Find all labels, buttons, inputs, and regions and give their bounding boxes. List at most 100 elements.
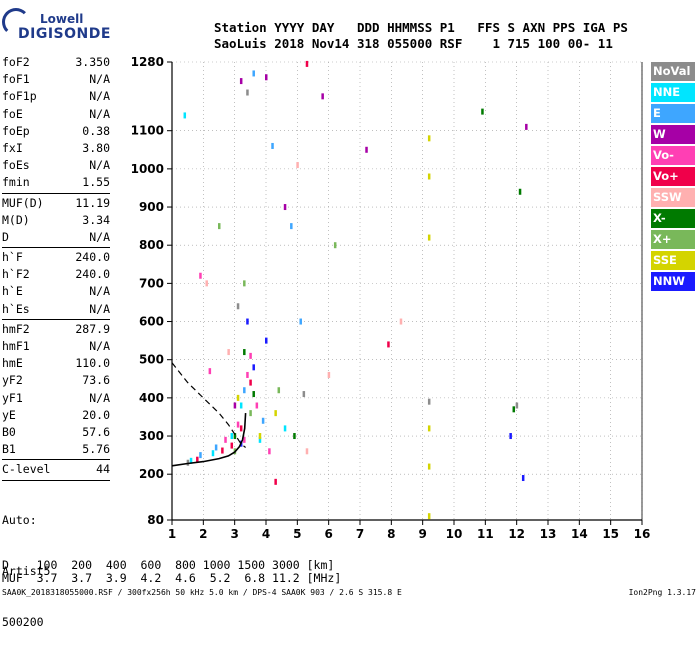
footer-version: Ion2Png 1.3.17 [628,588,696,597]
electron-density-profile [171,362,246,448]
x-tick-label: 16 [634,527,651,541]
param-row: hmF2 287.9 [2,321,110,338]
data-point [327,371,331,378]
y-tick-label: 1100 [131,124,164,138]
param-label: foEp [2,123,30,138]
param-row: h`Es N/A [2,301,110,318]
param-row: M(D) 3.34 [2,212,110,229]
data-point [243,387,246,394]
data-point [268,448,271,455]
scaled-parameters-panel: foF2 3.350 foF1 N/A foF1p N/A foE N/A foEp 0.38 fx… [2,54,110,482]
param-value: 3.34 [82,212,110,227]
data-point [427,425,431,432]
param-label: hmE [2,356,23,371]
legend-entry: NNW [651,272,695,291]
param-label: h`E [2,284,23,299]
data-point [299,318,302,325]
data-point [258,436,262,443]
f2-trace-curve [171,413,247,467]
param-label: D [2,229,9,244]
param-label: hmF1 [2,339,30,353]
x-tick-label: 7 [356,527,364,541]
logo-lowell: Lowell [40,12,84,26]
separator [2,318,110,320]
x-tick-label: 6 [324,527,332,541]
y-tick-label: 700 [139,276,164,290]
param-label: yE [2,407,16,422]
param-row: h`F 240.0 [2,249,110,266]
x-tick-label: 4 [262,527,270,541]
x-tick-label: 3 [230,527,238,541]
param-value: 110.0 [75,356,110,371]
x-tick-label: 12 [508,527,525,541]
param-row: yF1 N/A [2,390,110,407]
param-row: h`F2 240.0 [2,266,110,283]
data-point [230,433,234,440]
data-point [205,280,208,287]
data-point [255,402,259,409]
x-tick-label: 14 [571,527,588,541]
data-point [305,60,309,67]
data-point [271,142,274,149]
separator [2,479,110,481]
data-point [199,272,202,279]
data-point [183,112,187,119]
data-point [265,337,268,344]
data-point [321,93,324,100]
data-point [239,78,243,85]
x-tick-label: 2 [199,527,207,541]
data-point [296,162,299,169]
x-tick-label: 8 [387,527,395,541]
data-point [509,433,512,440]
separator [2,459,110,461]
param-value: N/A [89,339,110,353]
data-point [252,391,255,398]
data-point [427,398,431,405]
param-row: yF2 73.6 [2,372,110,389]
param-label: fxI [2,140,23,155]
y-tick-label: 80 [147,513,164,527]
param-row: yE 20.0 [2,407,110,424]
param-value: N/A [89,301,110,316]
data-point [265,74,268,81]
data-point [274,410,277,417]
y-tick-label: 500 [139,353,164,367]
legend-entry: SSE [651,251,695,270]
header-labels: Station YYYY DAY DDD HHMMSS P1 FFS S AXN… [214,20,628,35]
param-value: N/A [89,89,110,104]
auto-artist: Artist5 [2,564,51,578]
y-tick-label: 400 [139,391,164,405]
param-row: foEp 0.38 [2,123,110,140]
data-point [221,447,224,454]
param-value: N/A [89,106,110,121]
param-label: foF2 [2,55,30,69]
x-tick-label: 15 [602,527,619,541]
data-point [521,475,525,482]
param-value: 11.19 [75,195,110,210]
data-point [274,478,277,485]
data-point [252,364,255,371]
param-row: fmin 1.55 [2,174,110,191]
data-point [214,444,218,451]
data-point [243,349,246,356]
data-point [365,146,368,153]
data-point [399,318,403,325]
header-values: SaoLuis 2018 Nov14 318 055000 RSF 1 715 … [214,36,613,51]
param-value: 240.0 [75,267,110,282]
param-row: h`E N/A [2,283,110,300]
data-point [189,457,193,464]
data-point [199,452,202,459]
data-point [518,188,522,195]
data-point [525,123,528,130]
param-value: 3.80 [82,140,110,155]
param-label: foE [2,106,23,121]
data-point [224,436,227,443]
y-tick-label: 600 [139,315,164,329]
data-point [302,391,306,398]
data-point [481,108,484,115]
data-point [233,433,237,440]
legend-entry: NoVal [651,62,695,81]
param-label: MUF(D) [2,195,44,210]
param-row: D N/A [2,229,110,246]
param-row: B0 57.6 [2,424,110,441]
